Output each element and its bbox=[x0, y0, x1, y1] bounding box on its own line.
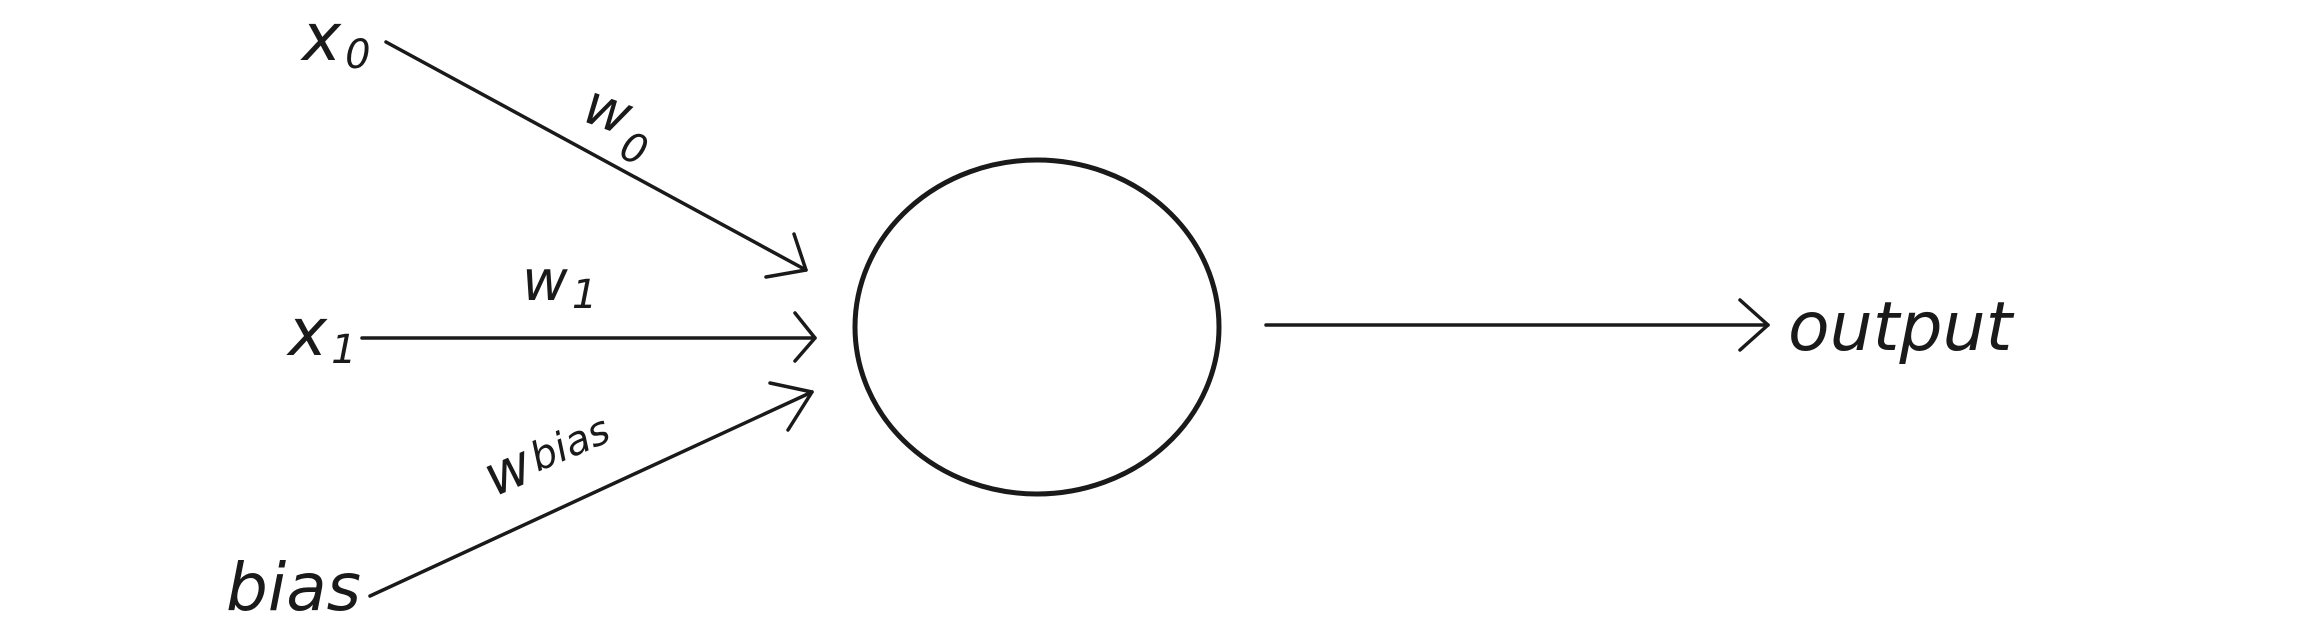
weight-label-w0: w0 bbox=[569, 72, 666, 175]
output-label: output bbox=[1788, 288, 2015, 367]
connection-output bbox=[1264, 298, 1770, 352]
neuron-node bbox=[852, 157, 1222, 497]
connection-x0 bbox=[384, 40, 808, 279]
connection-x1 bbox=[360, 311, 817, 363]
input-label-bias: bias bbox=[226, 549, 361, 626]
weight-label-wbias: wbias bbox=[474, 399, 621, 510]
connection-bias bbox=[368, 381, 814, 598]
